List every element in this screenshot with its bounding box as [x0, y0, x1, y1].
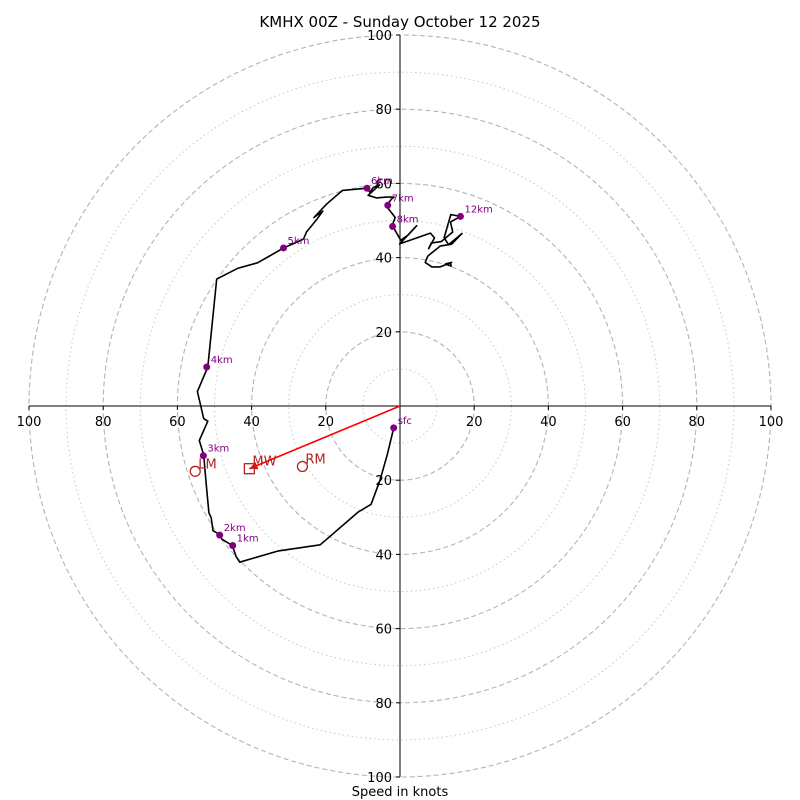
height-marker-dot — [389, 222, 397, 230]
x-tick-label: 100 — [17, 415, 42, 430]
x-tick-label: 100 — [759, 415, 784, 430]
y-tick-label: 20 — [375, 326, 392, 341]
y-tick-label: 60 — [375, 177, 392, 192]
height-marker-dot — [363, 184, 371, 192]
rm-storm-motion-marker — [296, 460, 309, 473]
hodograph-trace — [196, 184, 463, 564]
rm-label: RM — [305, 452, 325, 467]
height-marker-label: 1km — [237, 533, 259, 544]
y-tick-label: 80 — [375, 697, 392, 712]
x-tick-label: 80 — [95, 415, 112, 430]
height-marker-dot — [384, 201, 392, 209]
storm-motion-markers: RM LM MW — [189, 405, 401, 477]
x-axis-label: Speed in knots — [352, 785, 449, 800]
y-tick-label: 40 — [375, 252, 392, 267]
height-marker-dot — [203, 363, 211, 371]
height-marker-label: 6km — [371, 176, 393, 187]
lm-label: LM — [198, 457, 216, 472]
y-tick-label: 60 — [375, 623, 392, 638]
x-tick-label: 80 — [689, 415, 706, 430]
x-tick-label: 20 — [318, 415, 335, 430]
tick-labels: 100 80 60 40 20 20 40 60 80 100 20 40 60 80 100 20 40 60 8… — [17, 29, 784, 786]
mean-wind-marker — [243, 463, 256, 475]
height-marker-dot — [390, 424, 398, 432]
height-marker-dot — [456, 212, 464, 220]
height-marker-dot — [216, 531, 224, 539]
y-tick-label: 100 — [367, 29, 392, 44]
x-tick-label: 60 — [169, 415, 186, 430]
lm-storm-motion-marker — [189, 465, 201, 477]
x-tick-label: 20 — [466, 415, 483, 430]
height-marker-dot — [280, 244, 288, 252]
x-tick-label: 40 — [243, 415, 260, 430]
height-marker-label: 4km — [211, 355, 233, 366]
height-marker-dot — [199, 452, 207, 460]
height-marker-label: 7km — [392, 193, 414, 204]
height-marker-label: 8km — [397, 214, 419, 225]
height-marker-label: sfc — [398, 416, 412, 427]
y-tick-label: 80 — [375, 103, 392, 118]
chart-title: KMHX 00Z - Sunday October 12 2025 — [259, 13, 540, 31]
y-tick-label: 100 — [367, 771, 392, 786]
height-marker-dot — [229, 541, 237, 549]
height-marker-label: 2km — [224, 523, 246, 534]
mw-label: MW — [252, 455, 276, 470]
mean-wind-arrow — [249, 405, 401, 470]
x-tick-label: 60 — [614, 415, 631, 430]
y-tick-label: 40 — [375, 548, 392, 563]
x-tick-label: 40 — [540, 415, 557, 430]
height-marker-label: 3km — [207, 444, 229, 455]
hodograph-line — [196, 184, 463, 564]
height-marker-label: 5km — [288, 236, 310, 247]
y-tick-label: 20 — [375, 474, 392, 489]
height-marker-label: 12km — [464, 204, 492, 215]
